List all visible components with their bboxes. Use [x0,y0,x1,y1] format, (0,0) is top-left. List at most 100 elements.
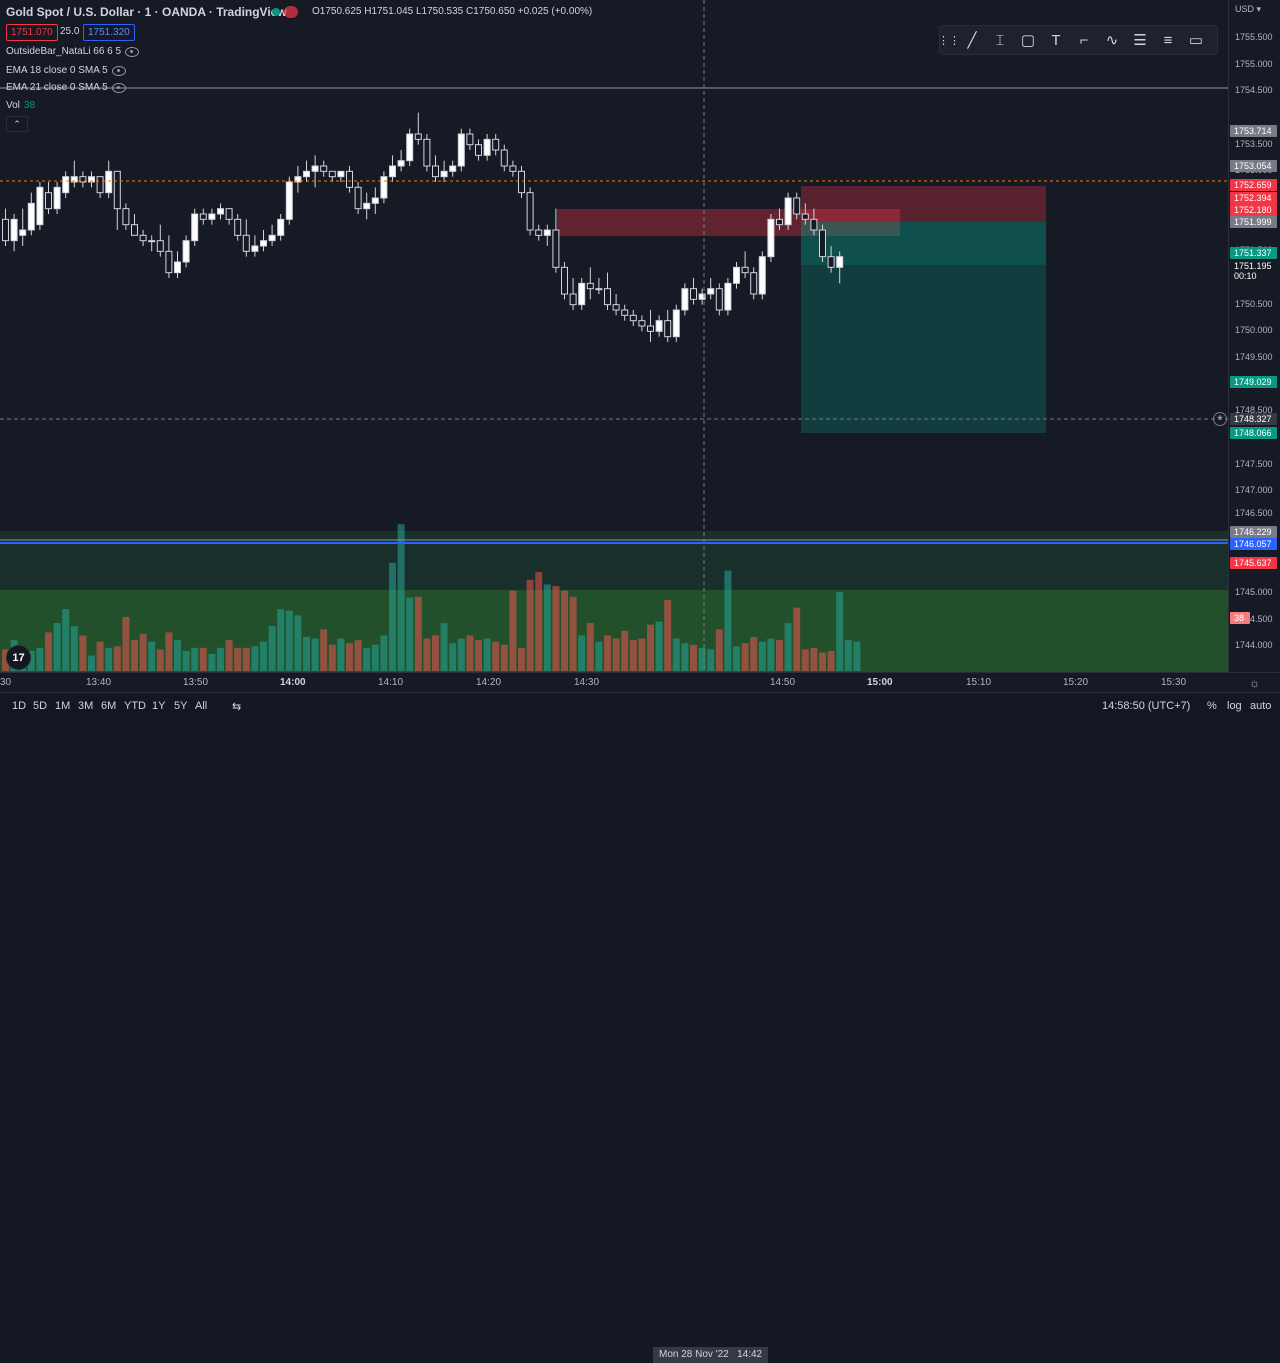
candle-body [19,229,27,236]
candle-body [268,234,276,242]
indicator-outsidebar[interactable]: OutsideBar_NataLi 66 6 5 [6,46,140,57]
indicator-label: EMA 21 close 0 SMA 5 [6,82,108,93]
volume-bar [27,650,35,671]
candle-body [526,192,534,231]
price-axis-label: 1745.000 [1235,587,1273,597]
path-icon[interactable]: ∿ [1105,32,1119,49]
tradingview-logo[interactable]: 17 [6,645,31,670]
sell-price-button[interactable]: 1751.070 [6,24,58,41]
text-icon[interactable]: T [1051,31,1061,49]
volume-bar [836,592,844,671]
time-axis-label: 15:20 [1063,677,1089,688]
comment-icon[interactable]: ▭ [1188,32,1204,49]
drag-handle-icon[interactable]: ⋮⋮ [938,34,960,47]
candle-body [414,133,422,140]
volume-bar [750,637,758,671]
log-toggle[interactable]: log [1227,700,1242,712]
date-range-icon[interactable]: ⇆ [232,701,242,713]
range-button-1d[interactable]: 1D [12,700,27,712]
candle-body [389,165,396,178]
trend-line-icon[interactable]: ╱ [967,32,977,49]
price-tag: 00:10 [1230,270,1277,282]
range-button-ytd[interactable]: YTD [124,700,146,712]
delay-indicator-dot [284,6,298,18]
volume-bar [122,616,130,671]
template-icon[interactable]: ≡ [1163,31,1173,49]
range-button-1m[interactable]: 1M [55,700,71,712]
candle-body [612,304,620,311]
price-tag: 1749.029 [1230,376,1277,388]
candle-body [707,288,715,295]
volume-bar [801,649,809,671]
collapse-legend-button[interactable]: ⌃ [6,116,28,132]
range-button-1y[interactable]: 1Y [152,700,166,712]
indicator-ema18[interactable]: EMA 18 close 0 SMA 5 [6,65,126,76]
indicator-ema21[interactable]: EMA 21 close 0 SMA 5 [6,82,126,93]
volume-bar [414,596,422,671]
volume-bar [561,590,568,671]
candle-body [234,218,242,236]
range-button-6m[interactable]: 6M [101,700,117,712]
callout-icon[interactable]: ⌐ [1079,31,1089,49]
volume-bar [62,609,70,671]
volume-bar [664,599,672,671]
volume-bar [578,635,586,671]
volume-bar [234,647,242,671]
price-tag: 1753.054 [1230,160,1277,172]
chart-pane[interactable]: Gold Spot / U.S. Dollar · 1 · OANDA · Tr… [0,0,1228,672]
candle-body [432,165,439,178]
currency-selector[interactable]: USD ▾ [1235,4,1262,14]
rectangle-icon[interactable]: ▢ [1020,32,1036,49]
volume-bar [543,584,551,671]
auto-toggle[interactable]: auto [1250,700,1272,712]
bottom-toolbar[interactable]: 1D 5D 1M 3M 6M YTD 1Y 5Y All ⇆ 14:58:50 (UTC+7) … [0,692,1280,721]
price-tag: 1751.337 [1230,247,1277,259]
volume-bar [647,624,654,671]
range-button-all[interactable]: All [195,700,208,712]
range-button-5d[interactable]: 5D [33,700,48,712]
range-button-3m[interactable]: 3M [78,700,94,712]
volume-bar [518,647,525,671]
candle-body [449,165,457,172]
percent-toggle[interactable]: % [1207,700,1217,712]
crosshair-add-icon[interactable]: + [1213,412,1227,426]
volume-bar [638,638,646,671]
time-settings-icon[interactable]: ☼ [1249,676,1260,690]
candle-body [492,138,500,151]
price-axis-label: 1748.500 [1235,405,1273,416]
price-axis-label: 1749.500 [1235,352,1273,362]
buy-price-button[interactable]: 1751.320 [83,24,135,41]
settings-lines-icon[interactable]: ☰ [1133,32,1147,49]
candle-body [750,272,758,295]
volume-bar [242,647,250,671]
eye-hidden-icon[interactable] [111,65,126,76]
candle-body [440,170,448,178]
volume-bar [156,649,164,671]
price-axis-label: 1744.500 [1235,613,1273,624]
market-open-dot [272,8,280,16]
volume-bar [595,641,603,671]
price-axis[interactable]: USD ▾ 1755.500 1755.000 1754.500 1753.500 17… [1228,0,1280,672]
volume-bar [819,652,826,671]
eye-hidden-icon[interactable] [111,82,126,93]
clock-display[interactable]: 14:58:50 (UTC+7) [1102,700,1191,712]
volume-bar [2,649,9,671]
volume-bar [328,644,336,671]
eye-hidden-icon[interactable] [125,46,140,57]
fib-icon[interactable]: ⌶ [995,31,1005,49]
price-chart-canvas[interactable] [0,0,1228,672]
symbol-title[interactable]: Gold Spot / U.S. Dollar · 1 · OANDA · Tr… [6,5,287,19]
candle-body [767,218,775,258]
volume-bar [182,650,190,671]
candle-body [629,314,637,322]
time-axis[interactable]: 30 13:40 13:50 14:00 14:10 14:20 14:30 14:50 15:… [0,672,1280,1363]
indicator-label: EMA 18 close 0 SMA 5 [6,65,108,76]
volume-bar [371,644,379,671]
volume-bar [827,650,835,671]
volume-bar [199,647,207,671]
range-button-5y[interactable]: 5Y [174,700,188,712]
candle-body [337,170,345,178]
drawing-toolbar[interactable]: ⋮⋮ ╱ ⌶ ▢ T ⌐ ∿ ☰ ≡ ▭ [938,25,1218,55]
indicator-volume[interactable]: Vol 38 [6,100,35,111]
volume-bar [604,635,611,671]
